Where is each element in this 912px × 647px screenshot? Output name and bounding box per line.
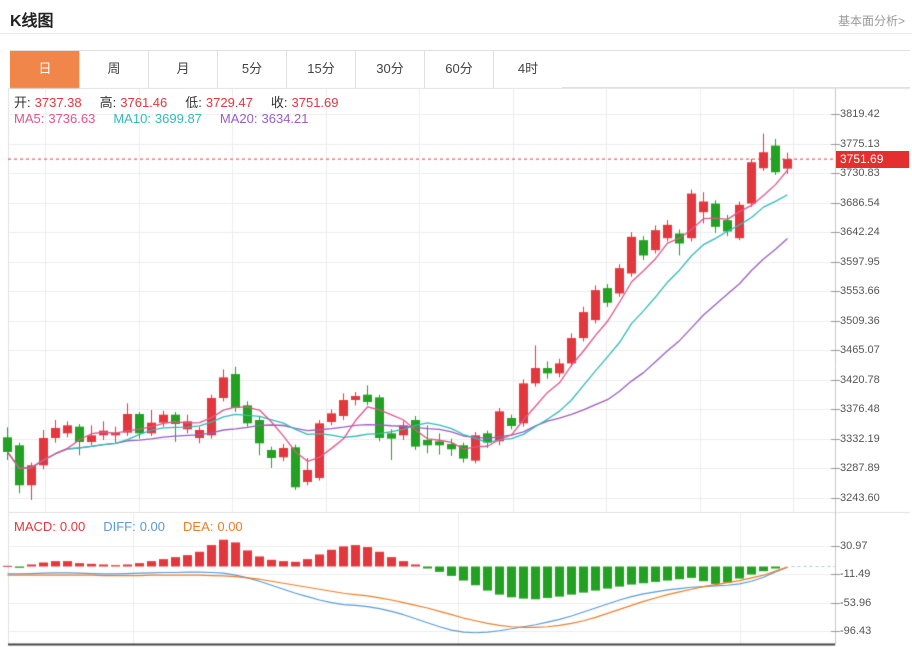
ohlc-row-item: 开: 3737.38: [14, 95, 86, 110]
readout-label: MA5:: [14, 111, 45, 126]
readout-label: 收:: [270, 95, 288, 110]
price-axis-label: 3642.24: [840, 226, 880, 238]
macd-axis-label: 30.97: [840, 539, 868, 552]
price-axis-label: 3332.19: [840, 432, 880, 445]
readout-label: MA10:: [113, 111, 151, 126]
ma-row-item: MA10: 3699.87: [113, 111, 206, 126]
ma-readout: MA5: 3736.63 MA10: 3699.87 MA20: 3634.21: [14, 111, 327, 126]
readout-label: MACD:: [14, 519, 56, 534]
ohlc-readout: 开: 3737.38 高: 3761.46 低: 3729.47 收: 3751.69: [14, 92, 357, 111]
readout-label: MA20:: [219, 111, 258, 126]
readout-value: 3751.69: [291, 95, 339, 110]
macd-row-item: MACD: 0.00: [14, 519, 89, 534]
ma-row-item: MA20: 3634.21: [220, 111, 313, 126]
macd-readout: MACD: 0.00 DIFF: 0.00 DEA: 0.00: [14, 519, 261, 534]
readout-value: 0.00: [217, 519, 243, 534]
ohlc-row-item: 收: 3751.69: [271, 95, 343, 110]
macd-row-item: DEA: 0.00: [183, 519, 247, 534]
price-axis-label: 3465.07: [840, 344, 880, 356]
price-axis-label: 3775.13: [840, 137, 880, 150]
ohlc-row-item: 高: 3761.46: [100, 95, 172, 110]
price-axis-label: 3819.42: [840, 108, 880, 120]
price-axis-label: 3553.66: [840, 285, 880, 297]
price-axis-label: 3686.54: [840, 196, 880, 209]
readout-value: 3729.47: [205, 95, 253, 110]
price-axis-label: 3243.60: [840, 491, 880, 504]
readout-value: 3761.46: [120, 95, 168, 110]
ohlc-row-item: 低: 3729.47: [185, 95, 257, 110]
price-axis-label: 3287.89: [840, 462, 880, 474]
readout-value: 3634.21: [261, 111, 309, 126]
price-axis-label: 3376.48: [840, 403, 880, 415]
price-axis-label: 3420.78: [840, 373, 880, 386]
price-axis-label: 3730.83: [840, 167, 880, 179]
price-axis-label: 3597.95: [840, 255, 880, 268]
readout-label: DEA:: [183, 519, 214, 534]
macd-axis-label: -53.96: [840, 596, 872, 609]
readout-value: 0.00: [139, 519, 166, 534]
ma-row-item: MA5: 3736.63: [14, 111, 99, 126]
readout-value: 3737.38: [34, 95, 82, 110]
readout-label: 低:: [185, 95, 202, 110]
macd-axis-label: -96.43: [840, 625, 872, 638]
macd-row-item: DIFF: 0.00: [103, 519, 169, 534]
readout-label: 开:: [14, 95, 31, 110]
readout-label: DIFF:: [103, 519, 136, 534]
readout-value: 3699.87: [154, 111, 202, 126]
readout-label: 高:: [99, 95, 117, 110]
current-price-tag: 3751.69: [836, 151, 909, 168]
price-axis-label: 3509.36: [840, 314, 880, 327]
readout-value: 3736.63: [48, 111, 96, 126]
readout-value: 0.00: [59, 519, 86, 534]
macd-axis-label: -11.49: [840, 568, 871, 581]
